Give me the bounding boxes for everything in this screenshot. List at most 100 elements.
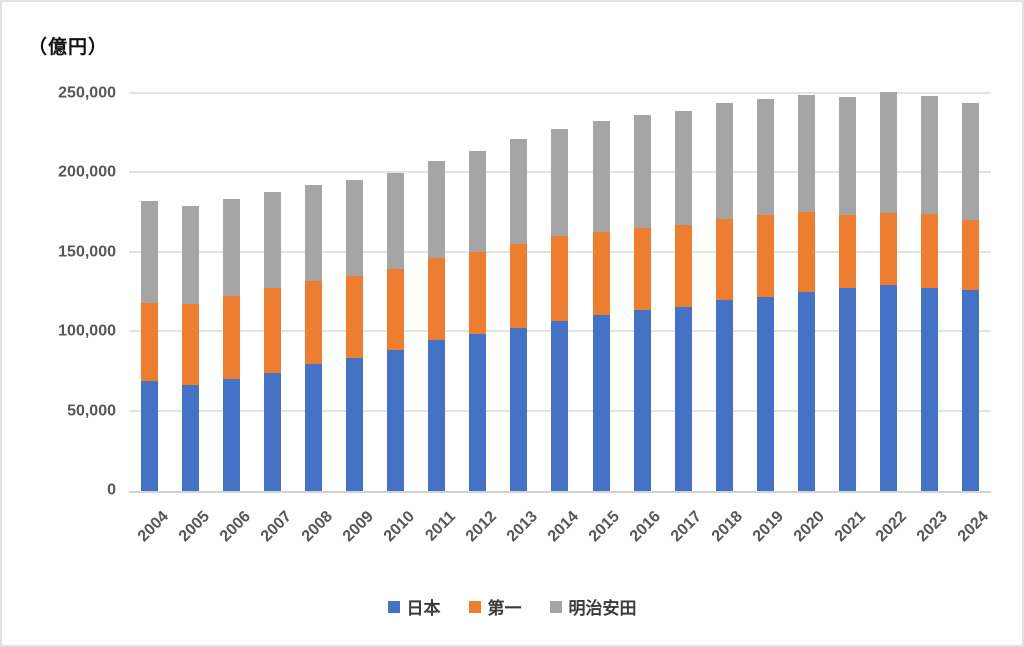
bar-stack-2013 [510,78,528,491]
x-axis-tick-label-2016: 2016 [626,508,665,546]
bar-segment-nippon-2012 [469,333,487,491]
bar-group-2004 [129,78,170,491]
bar-segment-daiichi-2017 [674,224,692,307]
bar-group-2009 [334,78,375,491]
bar-stack-2007 [264,78,282,491]
x-axis-tick-label-2019: 2019 [750,508,788,546]
bar-stack-2015 [592,78,610,491]
bar-segment-meiji-yasuda-2006 [223,198,241,297]
bar-segment-daiichi-2024 [961,220,979,291]
bar-segment-nippon-2011 [428,340,446,491]
bar-segment-nippon-2004 [141,380,159,491]
bar-segment-meiji-yasuda-2023 [920,95,938,214]
bars-layer [129,78,991,491]
legend-marker-meiji-yasuda [549,600,562,613]
legend-label-nippon: 日本 [406,599,441,618]
bar-segment-meiji-yasuda-2009 [346,179,364,276]
bar-group-2011 [416,78,457,491]
bar-segment-nippon-2005 [182,384,200,491]
y-axis-tick-label: 0 [107,481,116,499]
bar-segment-meiji-yasuda-2017 [674,110,692,225]
x-axis-tick-label-2009: 2009 [339,508,377,546]
bar-stack-2023 [920,78,938,491]
bar-group-2005 [170,78,211,491]
bar-segment-nippon-2018 [715,300,733,491]
bar-segment-nippon-2017 [674,306,692,491]
bar-group-2019 [745,78,786,491]
bar-segment-daiichi-2011 [428,257,446,341]
x-axis-tick-label-2024: 2024 [955,508,993,546]
y-axis: 0 50,000 100,000 150,000 200,000 250,000 [2,78,116,499]
bar-group-2013 [498,78,539,491]
bar-segment-meiji-yasuda-2012 [469,151,487,252]
chart-title: （億円） [28,37,109,58]
bar-segment-meiji-yasuda-2007 [264,192,282,288]
bar-stack-2009 [346,78,364,491]
bar-stack-2022 [879,78,897,491]
bar-segment-daiichi-2014 [551,236,569,322]
x-axis-tick-label-2008: 2008 [298,508,336,546]
bar-segment-meiji-yasuda-2019 [756,99,774,216]
bar-group-2015 [581,78,622,491]
bar-segment-nippon-2019 [756,297,774,491]
bar-stack-2008 [305,78,323,491]
bar-stack-2010 [387,78,405,491]
x-axis-line [129,491,991,493]
gridline-250000 [129,91,991,94]
bar-segment-daiichi-2020 [797,212,815,293]
bar-stack-2014 [551,78,569,491]
bar-segment-daiichi-2005 [182,304,200,385]
y-axis-tick-label: 50,000 [67,402,116,420]
bar-stack-2018 [715,78,733,491]
bar-segment-meiji-yasuda-2008 [305,185,323,281]
x-axis-tick-label-2004: 2004 [134,508,172,546]
bar-segment-nippon-2023 [920,287,938,491]
bar-stack-2016 [633,78,651,491]
bar-group-2024 [950,78,991,491]
bar-segment-nippon-2022 [879,284,897,491]
bar-segment-daiichi-2009 [346,275,364,359]
bar-segment-daiichi-2023 [920,213,938,288]
bar-segment-nippon-2016 [633,309,651,491]
x-axis-tick-label-2017: 2017 [667,508,706,546]
bar-segment-daiichi-2021 [838,214,856,289]
legend-label-meiji-yasuda: 明治安田 [568,599,637,618]
bar-segment-meiji-yasuda-2005 [182,205,200,305]
bar-segment-meiji-yasuda-2022 [879,92,897,214]
bar-segment-meiji-yasuda-2016 [633,115,651,229]
legend-label-daiichi: 第一 [487,599,522,618]
bar-segment-meiji-yasuda-2015 [592,120,610,233]
x-axis-tick-label-2018: 2018 [709,508,747,546]
x-axis-tick-label-2006: 2006 [216,508,254,546]
legend-marker-nippon [387,600,400,613]
bar-group-2016 [622,78,663,491]
bar-segment-meiji-yasuda-2020 [797,94,815,213]
bar-segment-nippon-2010 [387,349,405,491]
bar-segment-meiji-yasuda-2021 [838,97,856,215]
bar-segment-meiji-yasuda-2013 [510,139,528,244]
bar-segment-nippon-2006 [223,379,241,491]
bar-stack-2006 [223,78,241,491]
y-axis-tick-label: 100,000 [58,322,116,340]
x-axis-tick-label-2005: 2005 [175,508,213,546]
bar-segment-nippon-2007 [264,372,282,491]
bar-group-2023 [909,78,950,491]
bar-group-2020 [786,78,827,491]
bar-group-2014 [539,78,580,491]
x-axis-tick-label-2011: 2011 [422,508,459,545]
bar-stack-2011 [428,78,446,491]
x-axis-tick-label-2021: 2021 [832,508,870,546]
y-axis-tick-label: 150,000 [58,243,116,261]
bar-segment-nippon-2020 [797,292,815,491]
legend-item-nippon: 日本 [387,594,441,619]
legend-marker-daiichi [468,600,481,613]
bar-segment-nippon-2021 [838,288,856,491]
bar-segment-daiichi-2008 [305,280,323,364]
x-axis: 2004 2005 2006 2007 2008 2009 2010 2011 2012 2013… [129,494,993,564]
bar-stack-2017 [674,78,692,491]
bar-segment-daiichi-2006 [223,296,241,380]
bar-group-2006 [211,78,252,491]
bar-segment-meiji-yasuda-2011 [428,160,446,258]
bar-stack-2005 [182,78,200,491]
legend: 日本 第一 明治安田 [2,594,1022,619]
